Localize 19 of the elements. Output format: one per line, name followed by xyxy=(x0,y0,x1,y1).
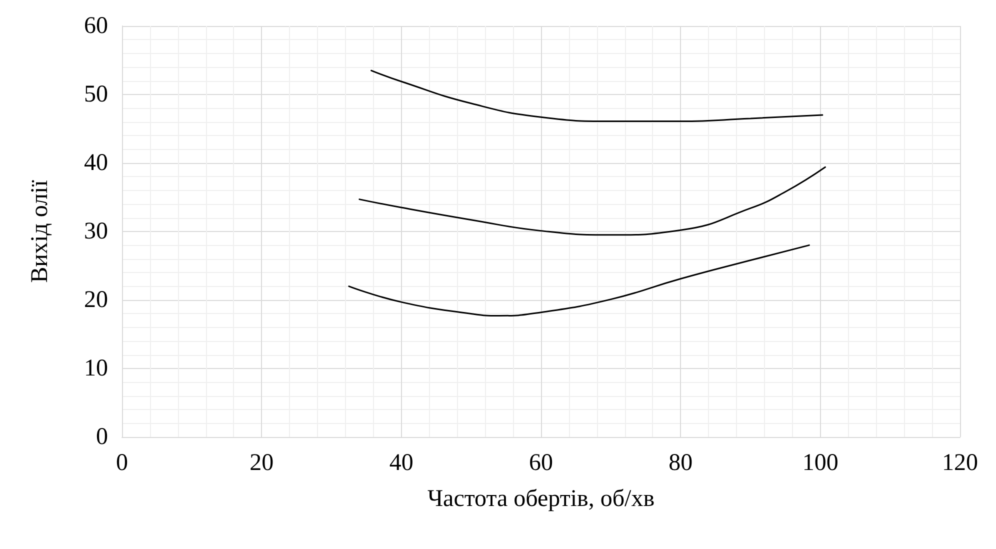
line-series xyxy=(348,244,810,317)
y-tick-label: 60 xyxy=(84,13,108,39)
y-tick-label: 30 xyxy=(84,218,108,244)
x-tick-label: 20 xyxy=(250,450,274,476)
x-axis-title: Частота обертів, об/хв xyxy=(427,486,655,512)
x-tick-label: 60 xyxy=(529,450,553,476)
x-tick-label: 40 xyxy=(389,450,414,476)
x-tick-label: 80 xyxy=(668,450,693,476)
y-tick-label: 20 xyxy=(84,287,108,313)
y-tick-label: 50 xyxy=(84,82,108,108)
line-series xyxy=(370,70,824,122)
y-tick-label: 0 xyxy=(96,424,108,450)
x-tick-label: 100 xyxy=(802,450,838,476)
x-tick-label: 0 xyxy=(116,450,128,476)
y-tick-label: 40 xyxy=(84,150,108,176)
x-tick-label: 120 xyxy=(942,450,978,476)
y-axis-title: Вихід олії xyxy=(27,180,53,283)
y-tick-label: 10 xyxy=(84,356,108,382)
line-series xyxy=(358,166,826,236)
